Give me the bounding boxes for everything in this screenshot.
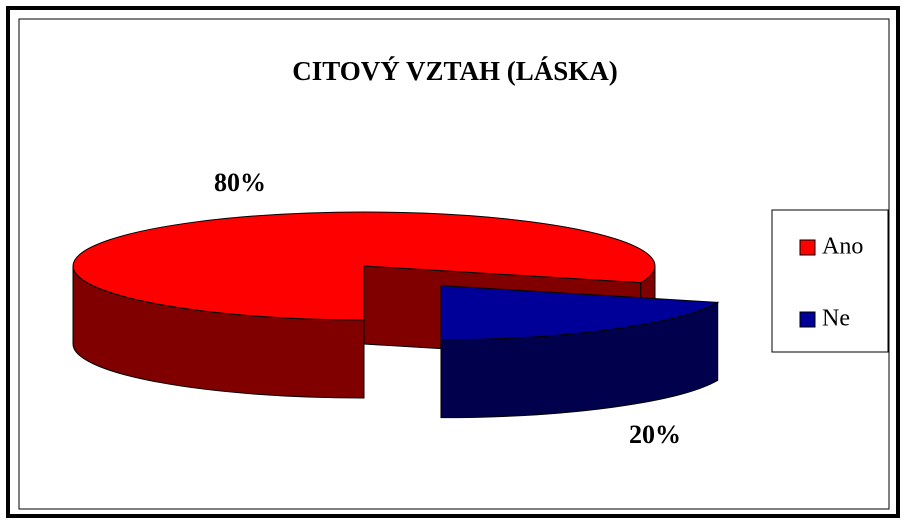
legend-swatch [799, 311, 816, 328]
slice-top [440, 285, 720, 341]
slice-top [72, 211, 656, 321]
legend-label: Ano [822, 234, 863, 260]
slice [440, 285, 720, 419]
slice [72, 211, 656, 399]
data-label: 80% [214, 168, 266, 197]
data-label: 20% [629, 420, 681, 449]
chart-title: CITOVÝ VZTAH (LÁSKA) [292, 56, 618, 86]
legend-swatch [799, 239, 816, 256]
chart-area [18, 18, 890, 510]
legend-label: Ne [822, 306, 850, 332]
legend [771, 209, 889, 353]
pie [72, 211, 720, 419]
